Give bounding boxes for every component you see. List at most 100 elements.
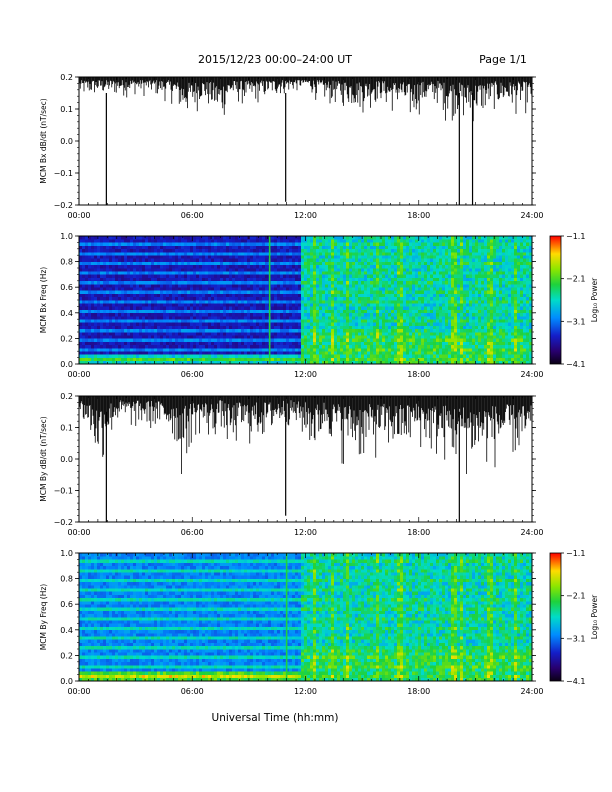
spectrogram-cell — [367, 236, 371, 240]
spectrogram-cell — [112, 261, 116, 266]
spectrogram-cell — [328, 341, 332, 346]
spectrogram-cell — [145, 338, 149, 342]
spectrogram-cell — [352, 303, 356, 307]
spectrogram-cell — [304, 316, 308, 320]
spectrogram-cell — [370, 344, 374, 349]
spectrogram-cell — [358, 255, 362, 259]
spectrogram-cell — [265, 277, 269, 282]
spectrogram-cell — [109, 328, 113, 333]
spectrogram-cell — [250, 328, 254, 333]
spectrogram-cell — [337, 306, 341, 310]
spectrogram-cell — [97, 277, 101, 282]
spectrogram-cell — [112, 274, 116, 278]
spectrogram-cell — [370, 328, 374, 333]
spectrogram-cell — [214, 280, 218, 285]
spectrogram-cell — [316, 306, 320, 310]
spectrogram-cell — [85, 300, 89, 304]
spectrogram-cell — [133, 245, 137, 250]
spectrogram-cell — [172, 351, 176, 355]
spectrogram-cell — [205, 319, 209, 323]
spectrogram-cell — [181, 255, 185, 259]
spectrogram-cell — [334, 306, 338, 310]
spectrogram-cell — [241, 280, 245, 285]
spectrogram-cell — [373, 306, 377, 310]
spectrogram-cell — [316, 303, 320, 307]
spectrogram-cell — [376, 357, 380, 362]
spectrogram-cell — [175, 280, 179, 285]
spectrogram-cell — [361, 335, 365, 339]
spectrogram-cell — [289, 341, 293, 346]
spectrogram-cell — [259, 271, 263, 275]
spectrogram-cell — [346, 300, 350, 304]
spectrogram-cell — [136, 296, 140, 301]
spectrogram-cell — [124, 252, 128, 256]
spectrogram-cell — [160, 274, 164, 278]
spectrogram-cell — [106, 280, 110, 285]
spectrogram-cell — [211, 322, 215, 326]
spectrogram-cell — [166, 325, 170, 330]
spectrogram-cell — [226, 332, 230, 336]
spectrogram-cell — [313, 271, 317, 275]
spectrogram-cell — [166, 348, 170, 352]
spectrogram-cell — [130, 335, 134, 339]
spectrogram-cell — [220, 322, 224, 326]
spectrogram-cell — [139, 296, 143, 301]
spectrogram-cell — [214, 309, 218, 314]
spectrogram-cell — [112, 316, 116, 320]
spectrogram-cell — [187, 328, 191, 333]
spectrogram-cell — [382, 325, 386, 330]
spectrogram-cell — [310, 309, 314, 314]
spectrogram-cell — [187, 312, 191, 317]
spectrogram-cell — [100, 239, 104, 243]
spectrogram-cell — [196, 258, 200, 262]
spectrogram-cell — [100, 245, 104, 250]
spectrogram-cell — [322, 290, 326, 294]
spectrogram-cell — [334, 325, 338, 330]
spectrogram-cell — [103, 277, 107, 282]
spectrogram-cell — [229, 312, 233, 317]
spectrogram-cell — [283, 242, 287, 246]
spectrogram-cell — [256, 245, 260, 250]
spectrogram-cell — [217, 341, 221, 346]
spectrogram-cell — [109, 306, 113, 310]
spectrogram-cell — [292, 300, 296, 304]
spectrogram-cell — [190, 328, 194, 333]
spectrogram-cell — [172, 344, 176, 349]
spectrogram-cell — [172, 274, 176, 278]
spectrogram-cell — [190, 300, 194, 304]
spectrogram-cell — [376, 248, 380, 253]
spectrogram-cell — [160, 290, 164, 294]
spectrogram-cell — [220, 348, 224, 352]
spectrogram-cell — [373, 236, 377, 240]
spectrogram-cell — [253, 280, 257, 285]
spectrogram-cell — [355, 268, 359, 272]
spectrogram-cell — [325, 357, 329, 362]
spectrogram-cell — [322, 360, 326, 365]
spectrogram-cell — [184, 300, 188, 304]
spectrogram-cell — [298, 360, 302, 365]
spectrogram-cell — [328, 248, 332, 253]
spectrogram-cell — [139, 274, 143, 278]
spectrogram-cell — [259, 261, 263, 266]
spectrogram-cell — [250, 293, 254, 298]
spectrogram-cell — [154, 338, 158, 342]
spectrogram-cell — [277, 332, 281, 336]
spectrogram-cell — [229, 245, 233, 250]
spectrogram-cell — [196, 306, 200, 310]
spectrogram-cell — [169, 338, 173, 342]
spectrogram-cell — [106, 325, 110, 330]
spectrogram-cell — [121, 309, 125, 314]
spectrogram-cell — [301, 236, 305, 240]
spectrogram-cell — [361, 322, 365, 326]
spectrogram-cell — [178, 300, 182, 304]
spectrogram-cell — [148, 319, 152, 323]
spectrogram-cell — [247, 287, 251, 291]
spectrogram-cell — [304, 328, 308, 333]
spectrogram-cell — [385, 300, 389, 304]
spectrogram-cell — [91, 277, 95, 282]
spectrogram-cell — [331, 268, 335, 272]
spectrogram-cell — [136, 255, 140, 259]
spectrogram-cell — [391, 268, 395, 272]
spectrogram-cell — [127, 351, 131, 355]
spectrogram-cell — [334, 344, 338, 349]
